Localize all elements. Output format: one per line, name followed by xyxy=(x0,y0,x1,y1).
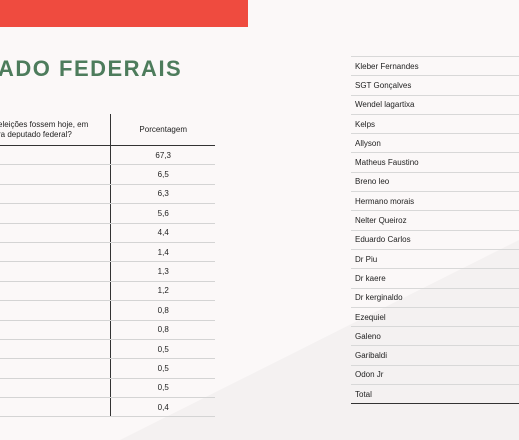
list-item: SGT Gonçalves xyxy=(351,75,519,96)
table-row: 6,5 xyxy=(0,164,215,185)
table-row: 1,3 xyxy=(0,261,215,282)
percent-cell: 67,3 xyxy=(110,145,215,166)
row-label-cell xyxy=(0,261,112,282)
candidate-name-cell: Wendel lagartixa xyxy=(351,94,519,115)
candidate-name-cell: Allyson xyxy=(351,133,519,153)
table-header-row: eleições fossem hoje, em ra deputado fed… xyxy=(0,114,215,146)
table-row: 0,8 xyxy=(0,300,215,321)
row-label-cell xyxy=(0,223,112,243)
percent-cell: 6,3 xyxy=(110,184,215,205)
candidate-name-cell: Kelps xyxy=(351,113,519,134)
row-label-cell xyxy=(0,397,112,418)
list-item: Wendel lagartixa xyxy=(351,94,519,115)
table-row: 1,2 xyxy=(0,281,215,302)
percent-cell: 1,4 xyxy=(110,242,215,263)
table-row: 1,4 xyxy=(0,242,215,263)
candidate-name-cell: Total xyxy=(351,384,519,405)
list-item: Eduardo Carlos xyxy=(351,229,519,250)
list-item: Ezequiel xyxy=(351,306,519,327)
list-item: Dr kaere xyxy=(351,268,519,289)
table-row: 0,8 xyxy=(0,320,215,340)
list-item: Breno leo xyxy=(351,171,519,192)
percent-cell: 4,4 xyxy=(110,223,215,243)
row-label-cell xyxy=(0,145,112,166)
header-accent-bar xyxy=(0,0,248,27)
list-item: Odon Jr xyxy=(351,364,519,385)
question-header: eleições fossem hoje, em ra deputado fed… xyxy=(0,114,112,146)
table-row: 6,3 xyxy=(0,184,215,205)
candidate-name-cell: Eduardo Carlos xyxy=(351,229,519,250)
table-row: 67,3 xyxy=(0,145,215,166)
percent-cell: 6,5 xyxy=(110,164,215,185)
percent-cell: 0,5 xyxy=(110,378,215,399)
table-row: 4,4 xyxy=(0,223,215,243)
percent-cell: 5,6 xyxy=(110,203,215,224)
row-label-cell xyxy=(0,203,112,224)
list-item: Total xyxy=(351,384,519,405)
percent-cell: 1,2 xyxy=(110,281,215,302)
percent-cell: 0,4 xyxy=(110,397,215,418)
list-item: Dr Piu xyxy=(351,248,519,269)
row-label-cell xyxy=(0,320,112,340)
percent-cell: 0,5 xyxy=(110,339,215,360)
list-item: Hermano morais xyxy=(351,191,519,211)
row-label-cell xyxy=(0,281,112,302)
candidate-name-cell: Dr kerginaldo xyxy=(351,287,519,308)
percent-cell: 0,8 xyxy=(110,320,215,340)
list-item: Kelps xyxy=(351,113,519,134)
list-item: Allyson xyxy=(351,133,519,153)
page-title: ADO FEDERAIS xyxy=(0,56,183,81)
candidate-name-cell: Hermano morais xyxy=(351,191,519,211)
candidate-name-cell: Nelter Queiroz xyxy=(351,210,519,231)
row-label-cell xyxy=(0,339,112,360)
list-item: Kleber Fernandes xyxy=(351,55,519,76)
list-item: Matheus Faustino xyxy=(351,152,519,173)
candidate-name-cell: Dr kaere xyxy=(351,268,519,289)
row-label-cell xyxy=(0,358,112,379)
list-item: Nelter Queiroz xyxy=(351,210,519,231)
candidate-name-cell: Dr Piu xyxy=(351,248,519,269)
table-row: 0,5 xyxy=(0,358,215,379)
candidate-names-table: Kleber Fernandes SGT Gonçalves Wendel laga… xyxy=(351,55,519,405)
list-item: Garibaldi xyxy=(351,345,519,366)
table-row: 0,5 xyxy=(0,339,215,360)
candidate-name-cell: Ezequiel xyxy=(351,306,519,327)
question-header-line-2: ra deputado federal? xyxy=(0,129,72,139)
percent-cell: 1,3 xyxy=(110,261,215,282)
table-row: 0,5 xyxy=(0,378,215,399)
question-header-line-1: eleições fossem hoje, em xyxy=(0,119,89,129)
candidate-name-cell: Odon Jr xyxy=(351,364,519,385)
percent-cell: 0,8 xyxy=(110,300,215,321)
candidate-name-cell: Breno leo xyxy=(351,171,519,192)
poll-results-table: eleições fossem hoje, em ra deputado fed… xyxy=(0,114,215,418)
row-label-cell xyxy=(0,378,112,399)
candidate-name-cell: SGT Gonçalves xyxy=(351,75,519,96)
list-item: Dr kerginaldo xyxy=(351,287,519,308)
row-label-cell xyxy=(0,164,112,185)
list-item: Galeno xyxy=(351,326,519,346)
percent-header: Porcentagem xyxy=(110,114,215,146)
row-label-cell xyxy=(0,300,112,321)
candidate-name-cell: Galeno xyxy=(351,326,519,346)
candidate-name-cell: Kleber Fernandes xyxy=(351,55,519,76)
table-row: 0,4 xyxy=(0,397,215,418)
row-label-cell xyxy=(0,184,112,205)
candidate-name-cell: Garibaldi xyxy=(351,345,519,366)
candidate-name-cell: Matheus Faustino xyxy=(351,152,519,173)
percent-cell: 0,5 xyxy=(110,358,215,379)
row-label-cell xyxy=(0,242,112,263)
table-row: 5,6 xyxy=(0,203,215,224)
